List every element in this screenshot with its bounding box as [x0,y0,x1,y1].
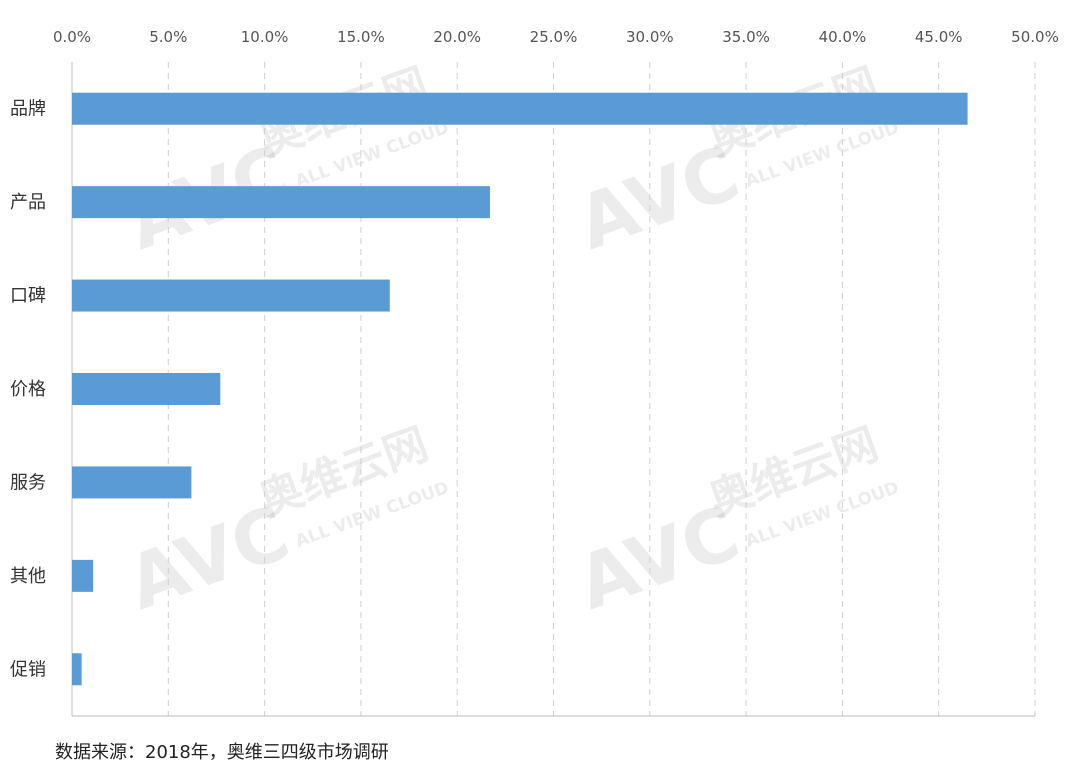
category-label: 口碑 [10,286,46,307]
category-label: 品牌 [10,99,46,120]
bar [72,92,968,125]
x-tick-label: 5.0% [149,28,187,46]
bars [72,92,968,686]
bar [72,186,490,219]
x-tick-label: 30.0% [626,28,674,46]
bar [72,373,221,405]
gridlines [71,62,1036,717]
x-tick-label: 25.0% [530,28,578,46]
bar [72,466,192,499]
x-tick-label: 15.0% [337,28,385,46]
category-label: 服务 [10,472,46,493]
x-tick-label: 50.0% [1011,28,1059,46]
category-label: 价格 [10,379,46,400]
bar [72,279,390,312]
x-axis-ticks: 0.0% 5.0% 10.0% 15.0% 20.0% 25.0% 30.0% 35.0% 40… [53,28,1059,46]
source-note: 数据来源：2018年，奥维三四级市场调研 [55,742,389,763]
category-label: 其他 [10,566,46,587]
bar [72,559,94,592]
x-tick-label: 40.0% [819,28,867,46]
x-tick-label: 0.0% [53,28,91,46]
x-tick-label: 35.0% [722,28,770,46]
x-tick-label: 45.0% [915,28,963,46]
category-label: 促销 [10,659,46,680]
bar [72,653,82,686]
x-tick-label: 20.0% [433,28,481,46]
x-tick-label: 10.0% [241,28,289,46]
category-label: 产品 [10,192,46,213]
